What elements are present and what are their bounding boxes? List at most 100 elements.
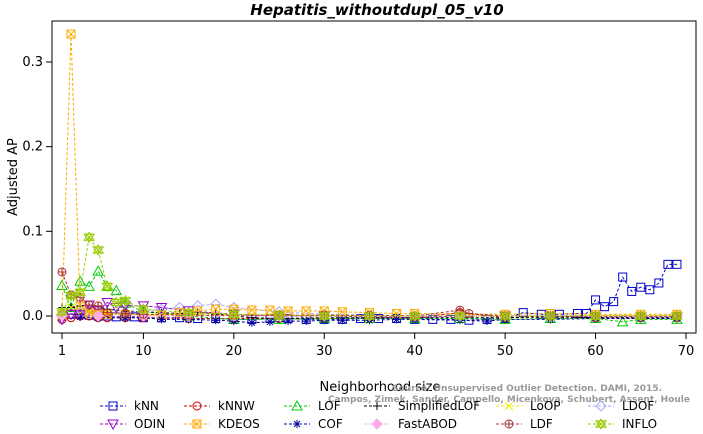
point-knn-32 [554, 309, 564, 319]
legend-label-inflo: INFLO [622, 417, 657, 431]
legend-item-ldof: LDOF [588, 399, 654, 413]
legend-marker-fastabod [371, 418, 383, 430]
y-tick-label-2: 0.2 [22, 140, 43, 155]
series-kdeos [57, 29, 682, 320]
legend-marker-knnw [192, 401, 202, 411]
x-axis-label: Neighborhood size [320, 380, 441, 395]
point-knn-37 [609, 297, 619, 307]
point-inflo-16 [499, 310, 512, 322]
point-cof-12 [302, 317, 311, 326]
point-ldf-4 [93, 301, 103, 311]
point-knn-30 [518, 308, 528, 318]
series-line-odin [61, 301, 677, 320]
x-tick-label-3: 30 [316, 344, 333, 359]
point-knn-43 [663, 259, 673, 269]
point-cof-5 [157, 315, 166, 324]
point-cof-19 [483, 317, 492, 326]
legend-label-knn: kNN [134, 399, 159, 413]
point-inflo-15 [454, 310, 466, 322]
plot-frame [51, 20, 697, 334]
legend-item-knnw: kNNW [184, 399, 255, 413]
point-odin-9 [155, 303, 168, 314]
x-tick-label-6: 60 [587, 344, 604, 359]
x-tick-label-2: 20 [226, 344, 243, 359]
series-line-kdeos [61, 34, 677, 316]
legend-item-inflo: INFLO [588, 417, 657, 431]
legend-item-loop: LoOP [496, 399, 561, 413]
point-kdeos-14 [265, 305, 275, 315]
point-inflo-13 [363, 310, 376, 322]
point-inflo-7 [119, 294, 132, 307]
chart-title: Hepatitis_withoutdupl_05_v10 [250, 1, 503, 19]
point-ldf-6 [120, 308, 130, 318]
x-tick-label-4: 40 [406, 344, 423, 359]
y-axis: 0.0 0.1 0.2 0.3 [22, 55, 52, 324]
legend-item-knn: kNN [100, 399, 159, 413]
point-inflo-5 [101, 280, 114, 293]
x-tick-label-5: 50 [497, 344, 514, 359]
point-odin-1 [65, 309, 77, 321]
point-inflo-18 [589, 310, 602, 322]
point-inflo-10 [227, 308, 240, 321]
series-inflo [56, 231, 683, 322]
legend: kNN kNNW LOF SimplifiedLOF LoOP LDOF ODIN KDEOS… [100, 399, 657, 431]
point-kdeos-1 [66, 29, 76, 39]
point-knn-44 [672, 259, 682, 269]
point-inflo-19 [634, 310, 647, 322]
point-inflo-8 [137, 303, 150, 316]
point-cof-1 [76, 312, 85, 321]
legend-marker-kdeos [192, 419, 202, 429]
x-tick-label-7: 70 [678, 344, 695, 359]
point-knn-8 [129, 312, 139, 322]
point-odin-5 [101, 297, 114, 309]
series-line-loop [61, 306, 677, 317]
x-tick-label-1: 10 [135, 344, 152, 359]
legend-label-simplifiedlof: SimplifiedLOF [398, 399, 480, 413]
point-knn-42 [654, 278, 664, 288]
point-lof-19 [616, 315, 629, 327]
point-fastabod-1 [92, 310, 104, 322]
legend-label-knnw: kNNW [218, 399, 255, 413]
point-inflo-9 [182, 306, 195, 319]
series-layer [56, 29, 683, 327]
point-knn-39 [627, 286, 637, 296]
legend-label-ldof: LDOF [622, 399, 654, 413]
point-odin-7 [119, 301, 132, 312]
y-tick-label-3: 0.3 [22, 55, 43, 70]
legend-marker-ldf [504, 419, 514, 429]
legend-label-fastabod: FastABOD [398, 417, 457, 431]
legend-item-simplifiedlof: SimplifiedLOF [364, 399, 480, 413]
point-inflo-11 [273, 309, 285, 322]
x-tick-label-0: 1 [58, 344, 66, 359]
series-line-inflo [61, 236, 677, 317]
point-inflo-12 [318, 310, 331, 322]
legend-marker-odin [107, 419, 119, 431]
point-ldf-0 [57, 267, 67, 277]
y-tick-label-1: 0.1 [22, 224, 43, 239]
point-inflo-14 [408, 310, 421, 322]
legend-item-ldf: LDF [496, 417, 553, 431]
legend-item-fastabod: FastABOD [364, 417, 457, 431]
legend-marker-simplifiedlof [373, 402, 381, 410]
point-cof-9 [247, 318, 256, 327]
legend-item-odin: ODIN [100, 417, 165, 431]
point-knn-38 [618, 272, 628, 282]
legend-marker-inflo [595, 418, 607, 430]
legend-label-odin: ODIN [134, 417, 165, 431]
legend-marker-knn [108, 401, 118, 411]
point-lof-3 [83, 280, 95, 291]
legend-label-cof: COF [318, 417, 343, 431]
watermark-line-1: Source: Unsupervised Outlier Detection. … [392, 384, 662, 394]
point-knn-36 [600, 302, 610, 312]
point-inflo-17 [544, 310, 557, 322]
point-cof-10 [266, 317, 274, 326]
point-inflo-20 [671, 310, 683, 322]
point-knn-40 [636, 282, 646, 292]
legend-label-kdeos: KDEOS [218, 417, 260, 431]
legend-marker-ldof [595, 400, 607, 412]
point-cof-16 [392, 315, 401, 324]
point-inflo-2 [74, 286, 86, 299]
y-tick-label-0: 0.0 [22, 309, 43, 324]
legend-item-lof: LOF [284, 399, 341, 413]
